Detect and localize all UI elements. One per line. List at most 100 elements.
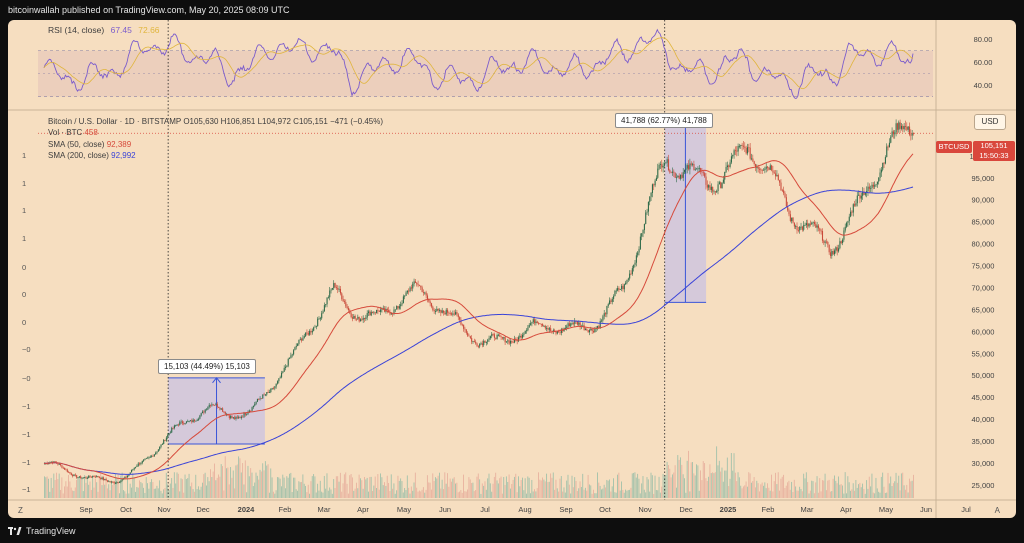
candle-body (199, 415, 201, 419)
volume-bar (172, 487, 174, 498)
volume-bar (564, 492, 566, 498)
candle-body (282, 371, 284, 373)
published-text: bitcoinwallah published on TradingView.c… (8, 5, 290, 15)
candle-body (879, 172, 881, 178)
candle-body (64, 467, 66, 470)
candle-body (855, 203, 857, 206)
volume-bar (560, 476, 562, 498)
volume-bar (109, 490, 111, 498)
candle-body (485, 341, 487, 343)
volume-bar (677, 455, 679, 498)
chart-area[interactable]: 80.0060.0040.00100,00095,00090,00085,000… (8, 20, 1016, 518)
candle-body (662, 165, 664, 168)
volume-bar (402, 492, 404, 498)
volume-bar (345, 472, 347, 498)
candle-body (317, 318, 319, 327)
volume-bar (637, 473, 639, 498)
price-axis-tick: 80,000 (972, 240, 995, 249)
volume-bar (302, 474, 304, 498)
chart-canvas[interactable]: 80.0060.0040.00100,00095,00090,00085,000… (8, 20, 1016, 518)
candle-body (892, 131, 895, 135)
volume-bar (255, 472, 257, 498)
candle-body (910, 134, 912, 136)
candle-body (196, 419, 198, 421)
candle-body (651, 184, 653, 193)
volume-bar (556, 488, 558, 498)
volume-bar (813, 493, 815, 498)
volume-bar (185, 479, 187, 498)
currency-button[interactable]: USD (974, 114, 1006, 130)
candle-body (757, 167, 759, 169)
candle-body (900, 125, 903, 129)
time-axis-tick: Aug (518, 505, 531, 514)
volume-bar (505, 476, 507, 498)
candle-body (73, 474, 75, 477)
candle-body (104, 478, 106, 480)
volume-bar (197, 486, 199, 498)
volume-bar (298, 481, 300, 498)
candle-body (501, 337, 504, 339)
volume-bar (210, 469, 211, 498)
price-axis-tick: 55,000 (972, 349, 995, 358)
volume-bar (666, 461, 668, 498)
candle-body (583, 325, 585, 330)
volume-bar (53, 473, 55, 498)
candle-body (637, 252, 639, 256)
candle-body (124, 476, 126, 479)
volume-bar (570, 493, 572, 498)
candle-body (473, 341, 475, 342)
left-axis-tick: −1 (22, 458, 31, 467)
candle-body (460, 319, 462, 325)
volume-bar (704, 463, 706, 498)
volume-bar (230, 467, 232, 498)
candle-body (659, 164, 662, 165)
candle-body (223, 411, 225, 413)
volume-bar (275, 490, 277, 498)
volume-bar (808, 493, 810, 498)
volume-bar (303, 483, 305, 498)
candle-body (447, 309, 449, 313)
candle-body (775, 173, 777, 177)
volume-bar (598, 482, 600, 498)
z-scale-button[interactable]: Z (18, 506, 23, 515)
candle-body (143, 459, 145, 461)
auto-scale-button[interactable]: A (994, 506, 1000, 515)
candle-body (547, 327, 549, 330)
volume-bar (568, 484, 570, 498)
candle-body (259, 398, 261, 400)
legend-sma200-row: SMA (200, close) 92,992 (48, 150, 383, 161)
volume-bar (705, 478, 707, 498)
candle-body (305, 332, 307, 337)
volume-bar (86, 476, 88, 498)
candle-body (252, 405, 254, 408)
candle-body (627, 278, 629, 280)
volume-bar (252, 486, 254, 498)
candle-body (741, 144, 743, 146)
candle-body (511, 340, 513, 343)
volume-bar (516, 492, 518, 498)
candle-body (299, 338, 301, 340)
candle-body (887, 146, 889, 148)
volume-bar (659, 492, 661, 498)
candle-body (183, 423, 185, 424)
time-axis-tick: Sep (79, 505, 92, 514)
candle-body (193, 419, 196, 422)
volume-bar (567, 474, 569, 498)
volume-bar (489, 483, 491, 498)
volume-bar (618, 472, 620, 498)
candle-body (799, 226, 801, 231)
candle-body (176, 424, 178, 426)
bar-countdown: 15:50:33 (979, 151, 1009, 160)
candle-body (275, 383, 277, 387)
volume-bar (278, 477, 280, 498)
candle-body (347, 308, 350, 310)
volume-bar (136, 487, 138, 498)
rsi-value: 67.45 (110, 25, 132, 35)
candle-body (594, 328, 596, 333)
volume-bar (607, 480, 609, 498)
time-axis-tick: Jun (439, 505, 451, 514)
candle-body (908, 126, 911, 135)
volume-bar (663, 476, 665, 498)
candle-body (578, 322, 580, 325)
volume-bar (726, 457, 728, 498)
